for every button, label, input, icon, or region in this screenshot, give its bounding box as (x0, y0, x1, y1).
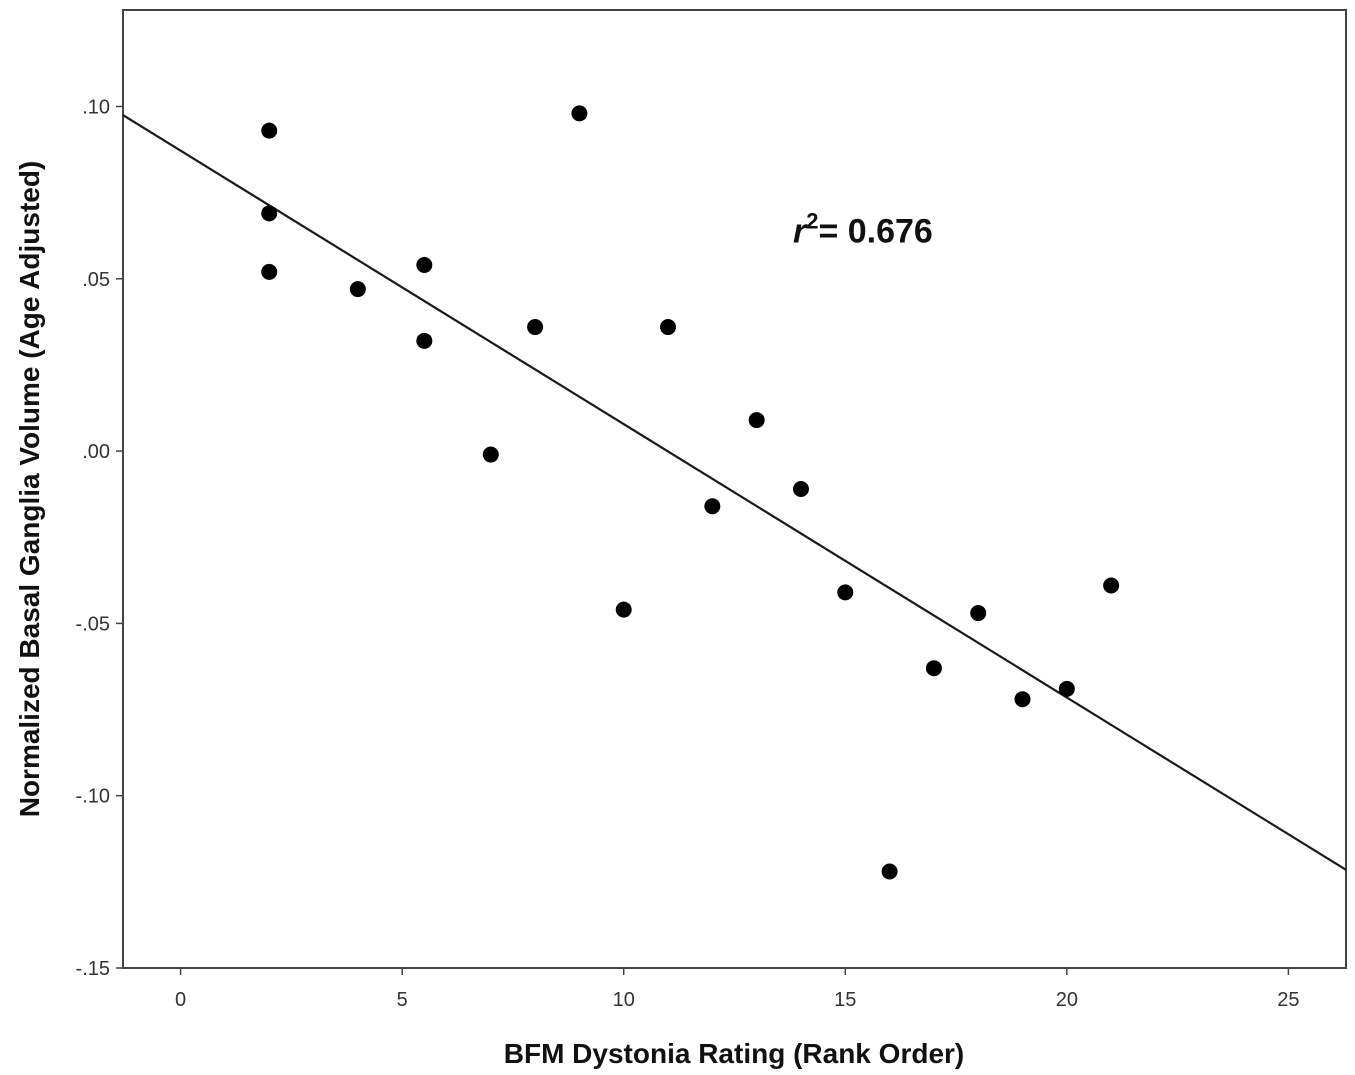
data-point (1103, 577, 1120, 594)
x-tick-label: 5 (397, 989, 408, 1011)
data-point (349, 281, 366, 298)
y-tick-label: .05 (82, 269, 110, 291)
plot-frame (122, 9, 1347, 969)
data-point (482, 446, 499, 463)
y-tick-label: -.10 (76, 786, 110, 808)
data-point (416, 257, 433, 274)
y-tick-label: .00 (82, 441, 110, 463)
r-squared-annotation: r2= 0.676 (793, 209, 933, 251)
data-point (925, 660, 942, 677)
regression-line-group (122, 114, 1347, 871)
data-point (1058, 680, 1075, 697)
y-tick-label: .10 (82, 96, 110, 118)
data-point (527, 319, 544, 336)
data-point (261, 263, 278, 280)
data-point (615, 601, 632, 618)
data-point (704, 498, 721, 515)
y-tick-label: -.05 (76, 613, 110, 635)
x-tick-label: 15 (834, 989, 856, 1011)
regression-line (122, 114, 1347, 871)
x-tick-label: 20 (1056, 989, 1078, 1011)
data-point (571, 105, 588, 122)
data-point (970, 605, 987, 622)
r-symbol: r (793, 213, 808, 251)
x-tick-label: 0 (175, 989, 186, 1011)
x-tick-label: 25 (1277, 989, 1299, 1011)
data-point (881, 863, 898, 880)
data-point (416, 332, 433, 349)
data-point (1014, 691, 1031, 708)
y-axis-title: Normalized Basal Ganglia Volume (Age Adj… (14, 161, 45, 818)
data-point (261, 122, 278, 139)
data-points (261, 105, 1120, 880)
x-tick-label: 10 (613, 989, 635, 1011)
r-superscript: 2 (806, 209, 818, 234)
r-squared-value: = 0.676 (818, 213, 932, 251)
x-axis: 0 5 10 15 20 25 (175, 968, 1300, 1011)
y-axis: .10 .05 .00 -.05 -.10 -.15 (76, 96, 123, 980)
data-point (660, 319, 677, 336)
x-axis-title: BFM Dystonia Rating (Rank Order) (504, 1038, 964, 1069)
data-point (748, 412, 765, 429)
y-tick-label: -.15 (76, 958, 110, 980)
data-point (837, 584, 854, 601)
data-point (792, 481, 809, 497)
data-point (261, 205, 278, 222)
